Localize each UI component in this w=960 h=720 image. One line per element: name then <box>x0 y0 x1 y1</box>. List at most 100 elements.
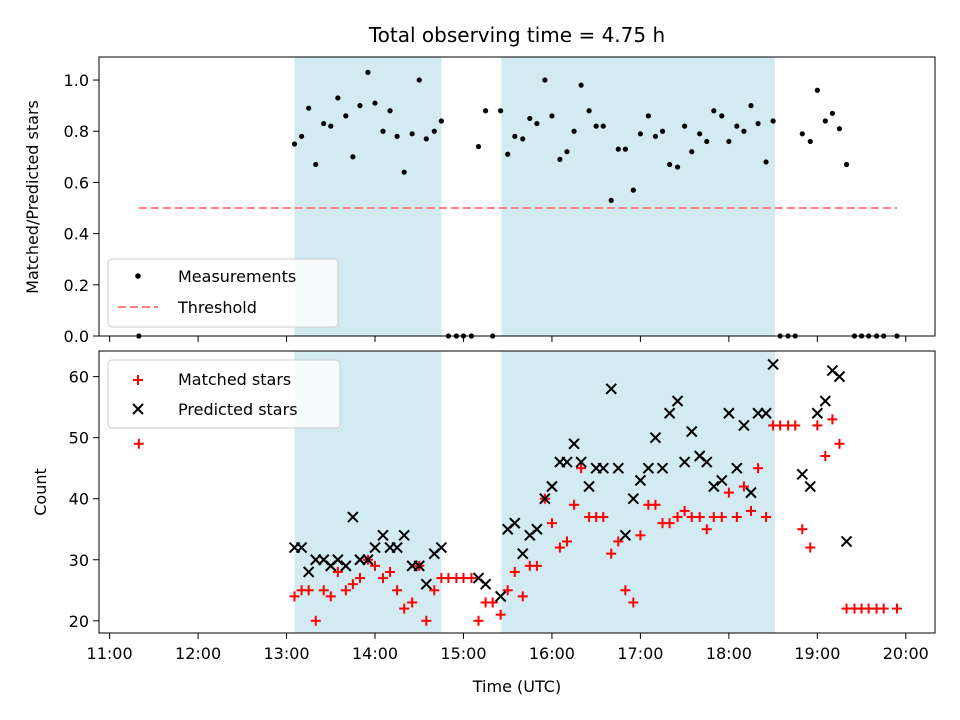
matched-point <box>370 560 381 571</box>
x-tick-label: 20:00 <box>883 644 929 663</box>
measurement-point <box>704 138 710 145</box>
predicted-point <box>332 554 344 566</box>
y-tick-label: 40 <box>69 490 89 509</box>
legend-predicted-marker <box>132 403 144 415</box>
measurement-point <box>557 156 563 162</box>
measurement-point <box>394 133 400 139</box>
measurement-point <box>387 108 393 114</box>
predicted-point <box>494 590 507 603</box>
predicted-point <box>678 456 691 468</box>
matched-point <box>466 573 477 584</box>
top-legend: Measurements Threshold <box>107 258 339 328</box>
measurement-point <box>431 128 437 134</box>
x-tick-label: 17:00 <box>617 644 663 663</box>
measurement-point <box>505 151 511 157</box>
y-tick-label: 1.0 <box>64 71 89 90</box>
measurement-point <box>380 128 386 134</box>
predicted-point <box>479 578 492 590</box>
measurement-point <box>748 103 754 109</box>
matched-point <box>392 585 403 596</box>
bottom-plot-frame <box>98 350 936 634</box>
measurement-point <box>475 143 482 150</box>
predicted-point <box>605 383 617 395</box>
y-tick-label: 0.6 <box>64 173 89 192</box>
measurement-point <box>571 128 577 134</box>
measurement-point <box>807 138 813 145</box>
matched-point <box>385 566 396 577</box>
matched-point <box>429 585 440 596</box>
predicted-point <box>568 438 580 450</box>
matched-point <box>407 597 418 608</box>
matched-point <box>723 487 734 498</box>
matched-point <box>531 560 542 571</box>
measurement-point <box>409 131 415 137</box>
predicted-point <box>840 535 853 548</box>
measurement-point <box>593 123 599 129</box>
matched-points <box>133 414 902 626</box>
measurement-point <box>637 131 644 137</box>
predicted-point <box>391 541 403 554</box>
predicted-point <box>767 358 779 371</box>
matched-point <box>701 524 712 535</box>
top-y-ticks: 0.0 0.2 0.4 0.6 0.8 1.0 <box>64 71 99 346</box>
matched-point <box>797 524 808 535</box>
measurement-point <box>843 161 850 168</box>
matched-point <box>325 591 336 602</box>
predicted-point <box>302 566 315 578</box>
measurement-point <box>365 69 371 75</box>
predicted-point <box>420 578 433 590</box>
measurement-point <box>652 133 659 139</box>
measurement-point <box>520 136 526 142</box>
measurement-point <box>578 82 584 88</box>
predicted-point <box>796 468 809 481</box>
x-tick-label: 14:00 <box>352 644 398 663</box>
measurement-point <box>659 128 666 134</box>
predicted-point <box>833 370 846 383</box>
matched-point <box>790 420 801 431</box>
predicted-point <box>362 554 374 566</box>
legend-measurements-marker <box>135 273 141 279</box>
matched-point <box>891 603 902 614</box>
legend-matched-marker <box>133 375 143 385</box>
matched-point <box>731 512 742 523</box>
chart-title: Total observing time = 4.75 h <box>368 23 665 47</box>
x-tick-label: 19:00 <box>794 644 840 663</box>
bottom-y-ticks: 20 30 40 50 60 <box>69 368 99 631</box>
matched-point <box>546 518 557 529</box>
measurement-point <box>313 161 319 168</box>
predicted-point <box>539 493 551 505</box>
matched-point <box>613 536 624 547</box>
measurement-point <box>542 77 548 83</box>
y-tick-label: 60 <box>69 368 89 387</box>
matched-point <box>694 512 705 523</box>
measurement-point <box>763 159 769 165</box>
measurement-point <box>328 123 334 129</box>
measurement-point <box>600 123 606 129</box>
predicted-point <box>642 462 655 474</box>
measurement-point <box>630 187 636 193</box>
measurement-point <box>527 115 533 122</box>
matched-point <box>635 530 646 541</box>
matched-point <box>679 505 690 516</box>
x-tick-label: 13:00 <box>263 644 309 663</box>
x-tick-label: 15:00 <box>440 644 486 663</box>
matched-point <box>340 585 351 596</box>
matched-point <box>332 566 343 577</box>
measurement-point <box>350 154 356 160</box>
matched-point <box>672 512 683 523</box>
measurement-point <box>836 126 843 132</box>
measurement-point <box>335 95 341 101</box>
matched-point <box>569 499 580 510</box>
matched-point <box>377 573 388 584</box>
bottom-y-axis-label: Count <box>31 468 50 516</box>
measurement-point <box>689 149 695 155</box>
predicted-point <box>531 523 543 535</box>
matched-point <box>502 585 513 596</box>
matched-point <box>289 591 300 602</box>
matched-point <box>354 573 365 584</box>
top-plot-frame <box>98 56 936 337</box>
predicted-point <box>656 462 669 474</box>
measurement-point <box>549 113 555 119</box>
measurement-point <box>741 128 747 134</box>
matched-point <box>421 615 432 626</box>
